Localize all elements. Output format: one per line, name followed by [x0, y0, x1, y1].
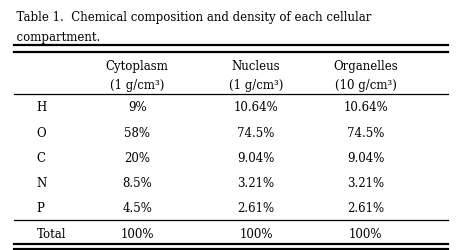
Text: Cytoplasm: Cytoplasm: [106, 60, 169, 73]
Text: 3.21%: 3.21%: [237, 176, 275, 189]
Text: N: N: [37, 176, 47, 189]
Text: 10.64%: 10.64%: [234, 101, 278, 114]
Text: Total: Total: [37, 227, 66, 240]
Text: (1 g/cm³): (1 g/cm³): [110, 78, 164, 92]
Text: (1 g/cm³): (1 g/cm³): [229, 78, 283, 92]
Text: 74.5%: 74.5%: [237, 126, 275, 139]
Text: (10 g/cm³): (10 g/cm³): [335, 78, 397, 92]
Text: 2.61%: 2.61%: [237, 201, 275, 214]
Text: 4.5%: 4.5%: [122, 201, 152, 214]
Text: 9%: 9%: [128, 101, 146, 114]
Text: 100%: 100%: [349, 227, 383, 240]
Text: Table 1.  Chemical composition and density of each cellular: Table 1. Chemical composition and densit…: [9, 11, 372, 24]
Text: 58%: 58%: [124, 126, 150, 139]
Text: Nucleus: Nucleus: [232, 60, 280, 73]
Text: 9.04%: 9.04%: [347, 151, 384, 164]
Text: 74.5%: 74.5%: [347, 126, 384, 139]
Text: O: O: [37, 126, 46, 139]
Text: 9.04%: 9.04%: [237, 151, 275, 164]
Text: P: P: [37, 201, 44, 214]
Text: 20%: 20%: [124, 151, 150, 164]
Text: 3.21%: 3.21%: [347, 176, 384, 189]
Text: Organelles: Organelles: [333, 60, 398, 73]
Text: compartment.: compartment.: [9, 31, 101, 44]
Text: 10.64%: 10.64%: [343, 101, 388, 114]
Text: 100%: 100%: [120, 227, 154, 240]
Text: C: C: [37, 151, 46, 164]
Text: 2.61%: 2.61%: [347, 201, 384, 214]
Text: 100%: 100%: [239, 227, 273, 240]
Text: 8.5%: 8.5%: [122, 176, 152, 189]
Text: H: H: [37, 101, 47, 114]
